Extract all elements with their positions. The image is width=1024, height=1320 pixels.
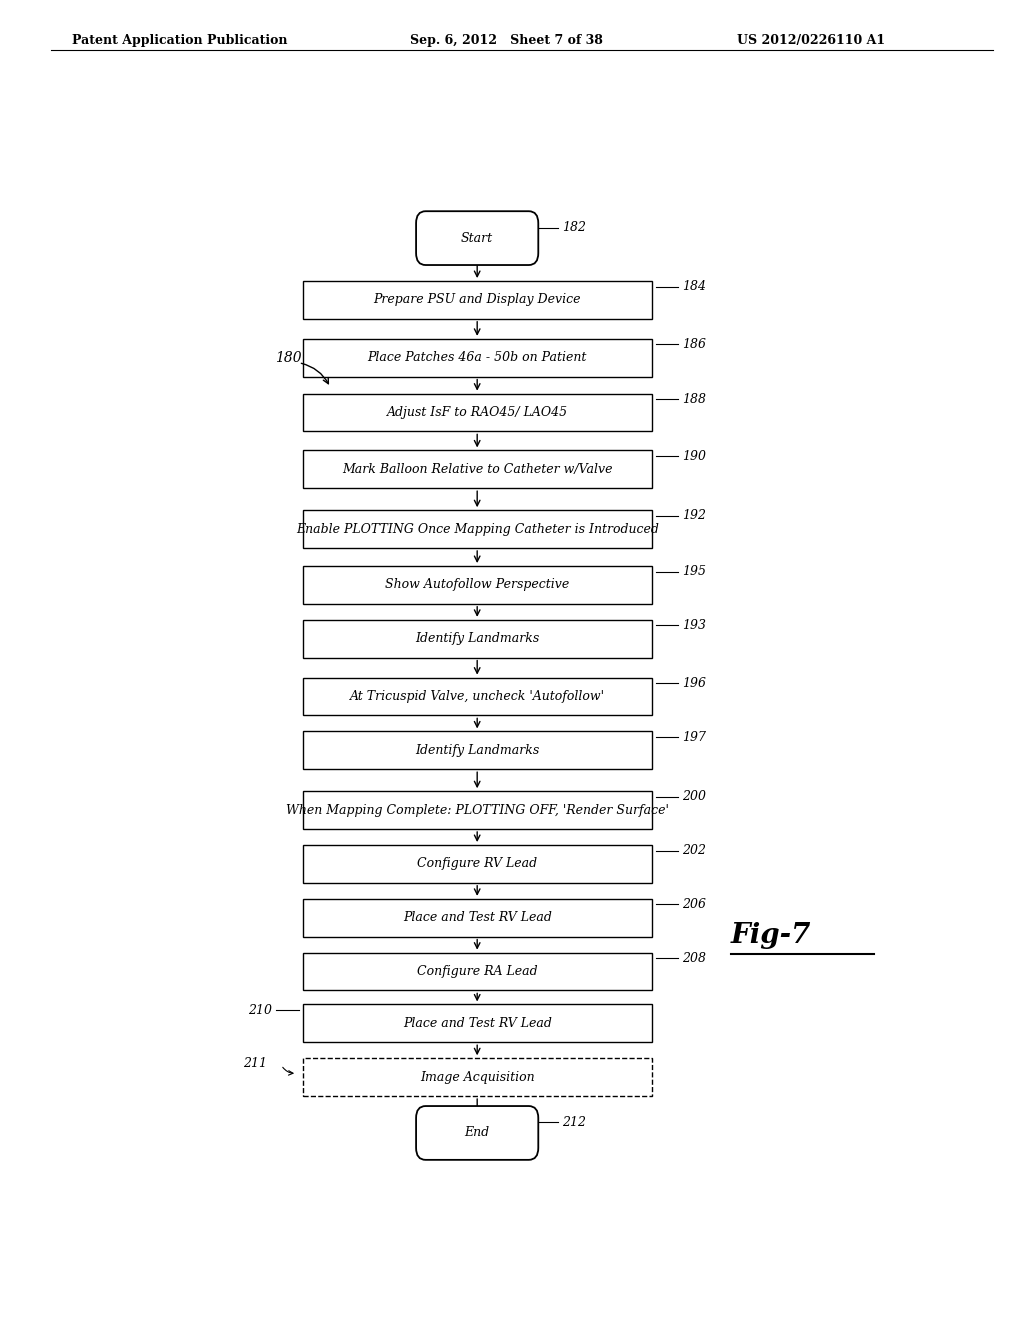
Text: Configure RA Lead: Configure RA Lead <box>417 965 538 978</box>
Text: End: End <box>465 1126 489 1139</box>
Text: 211: 211 <box>243 1057 267 1071</box>
Text: 210: 210 <box>249 1003 272 1016</box>
Text: Identify Landmarks: Identify Landmarks <box>415 632 540 645</box>
FancyBboxPatch shape <box>303 510 652 548</box>
FancyBboxPatch shape <box>303 339 652 376</box>
FancyBboxPatch shape <box>303 953 652 990</box>
Text: 202: 202 <box>682 845 706 857</box>
FancyBboxPatch shape <box>303 1005 652 1043</box>
Text: 196: 196 <box>682 677 706 690</box>
Text: Show Autofollow Perspective: Show Autofollow Perspective <box>385 578 569 591</box>
Text: Start: Start <box>461 231 494 244</box>
Text: Patent Application Publication: Patent Application Publication <box>72 34 287 48</box>
Text: Identify Landmarks: Identify Landmarks <box>415 743 540 756</box>
FancyBboxPatch shape <box>303 1059 652 1096</box>
Text: 200: 200 <box>682 791 706 804</box>
Text: 193: 193 <box>682 619 706 632</box>
Text: Sep. 6, 2012   Sheet 7 of 38: Sep. 6, 2012 Sheet 7 of 38 <box>410 34 602 48</box>
Text: 184: 184 <box>682 280 706 293</box>
FancyBboxPatch shape <box>303 845 652 883</box>
FancyBboxPatch shape <box>303 281 652 319</box>
Text: At Tricuspid Valve, uncheck 'Autofollow': At Tricuspid Valve, uncheck 'Autofollow' <box>349 690 605 704</box>
FancyBboxPatch shape <box>416 211 539 265</box>
Text: 192: 192 <box>682 510 706 523</box>
Text: Image Acquisition: Image Acquisition <box>420 1071 535 1084</box>
FancyBboxPatch shape <box>303 393 652 432</box>
Text: 195: 195 <box>682 565 706 578</box>
Text: Adjust IsF to RAO45/ LAO45: Adjust IsF to RAO45/ LAO45 <box>387 407 567 418</box>
Text: Place Patches 46a - 50b on Patient: Place Patches 46a - 50b on Patient <box>368 351 587 364</box>
Text: Fig-7: Fig-7 <box>731 923 811 949</box>
Text: When Mapping Complete: PLOTTING OFF, 'Render Surface': When Mapping Complete: PLOTTING OFF, 'Re… <box>286 804 669 817</box>
Text: Enable PLOTTING Once Mapping Catheter is Introduced: Enable PLOTTING Once Mapping Catheter is… <box>296 523 658 536</box>
Text: 186: 186 <box>682 338 706 351</box>
Text: Prepare PSU and Display Device: Prepare PSU and Display Device <box>374 293 581 306</box>
Text: Mark Balloon Relative to Catheter w/Valve: Mark Balloon Relative to Catheter w/Valv… <box>342 463 612 475</box>
FancyBboxPatch shape <box>303 620 652 657</box>
Text: 180: 180 <box>274 351 301 364</box>
Text: Place and Test RV Lead: Place and Test RV Lead <box>402 911 552 924</box>
FancyBboxPatch shape <box>416 1106 539 1160</box>
FancyBboxPatch shape <box>303 899 652 937</box>
Text: 182: 182 <box>562 222 586 234</box>
Text: 188: 188 <box>682 393 706 405</box>
Text: 212: 212 <box>562 1115 586 1129</box>
Text: 206: 206 <box>682 898 706 911</box>
Text: Place and Test RV Lead: Place and Test RV Lead <box>402 1016 552 1030</box>
Text: 208: 208 <box>682 952 706 965</box>
Text: US 2012/0226110 A1: US 2012/0226110 A1 <box>737 34 886 48</box>
FancyBboxPatch shape <box>303 677 652 715</box>
FancyBboxPatch shape <box>303 731 652 770</box>
FancyBboxPatch shape <box>303 791 652 829</box>
Text: 197: 197 <box>682 730 706 743</box>
Text: 190: 190 <box>682 450 706 462</box>
FancyBboxPatch shape <box>303 566 652 603</box>
FancyBboxPatch shape <box>303 450 652 488</box>
Text: Configure RV Lead: Configure RV Lead <box>417 858 538 870</box>
